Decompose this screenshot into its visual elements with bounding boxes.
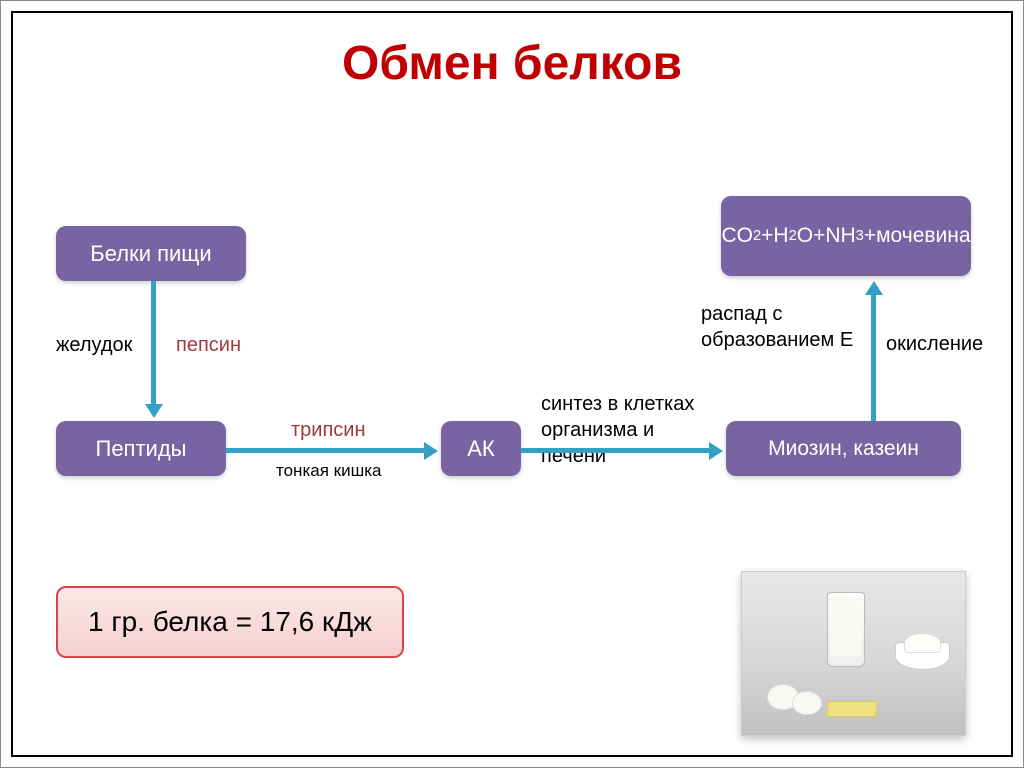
cheese-icon bbox=[826, 701, 878, 717]
bowl-icon bbox=[895, 642, 950, 670]
node-ak: АК bbox=[441, 421, 521, 476]
node-myosin: Миозин, казеин bbox=[726, 421, 961, 476]
label-trypsin: трипсин bbox=[291, 419, 366, 442]
food-photo bbox=[741, 571, 966, 736]
node-food-proteins: Белки пищи bbox=[56, 226, 246, 281]
label-pepsin: пепсин bbox=[176, 334, 241, 357]
label-decay: распад с образованием Е bbox=[701, 301, 876, 353]
egg-icon bbox=[792, 691, 822, 715]
milk-glass-icon bbox=[827, 592, 865, 667]
label-small-intestine: тонкая кишка bbox=[276, 461, 381, 481]
node-products: CO2+H2O+NH3+мочевина bbox=[721, 196, 971, 276]
label-stomach: желудок bbox=[56, 334, 132, 357]
energy-value-box: 1 гр. белка = 17,6 кДж bbox=[56, 586, 404, 658]
label-synthesis: синтез в клетках организма и печени bbox=[541, 391, 716, 469]
page-title: Обмен белков bbox=[1, 36, 1023, 91]
label-oxidation: окисление bbox=[886, 333, 983, 356]
node-peptides: Пептиды bbox=[56, 421, 226, 476]
